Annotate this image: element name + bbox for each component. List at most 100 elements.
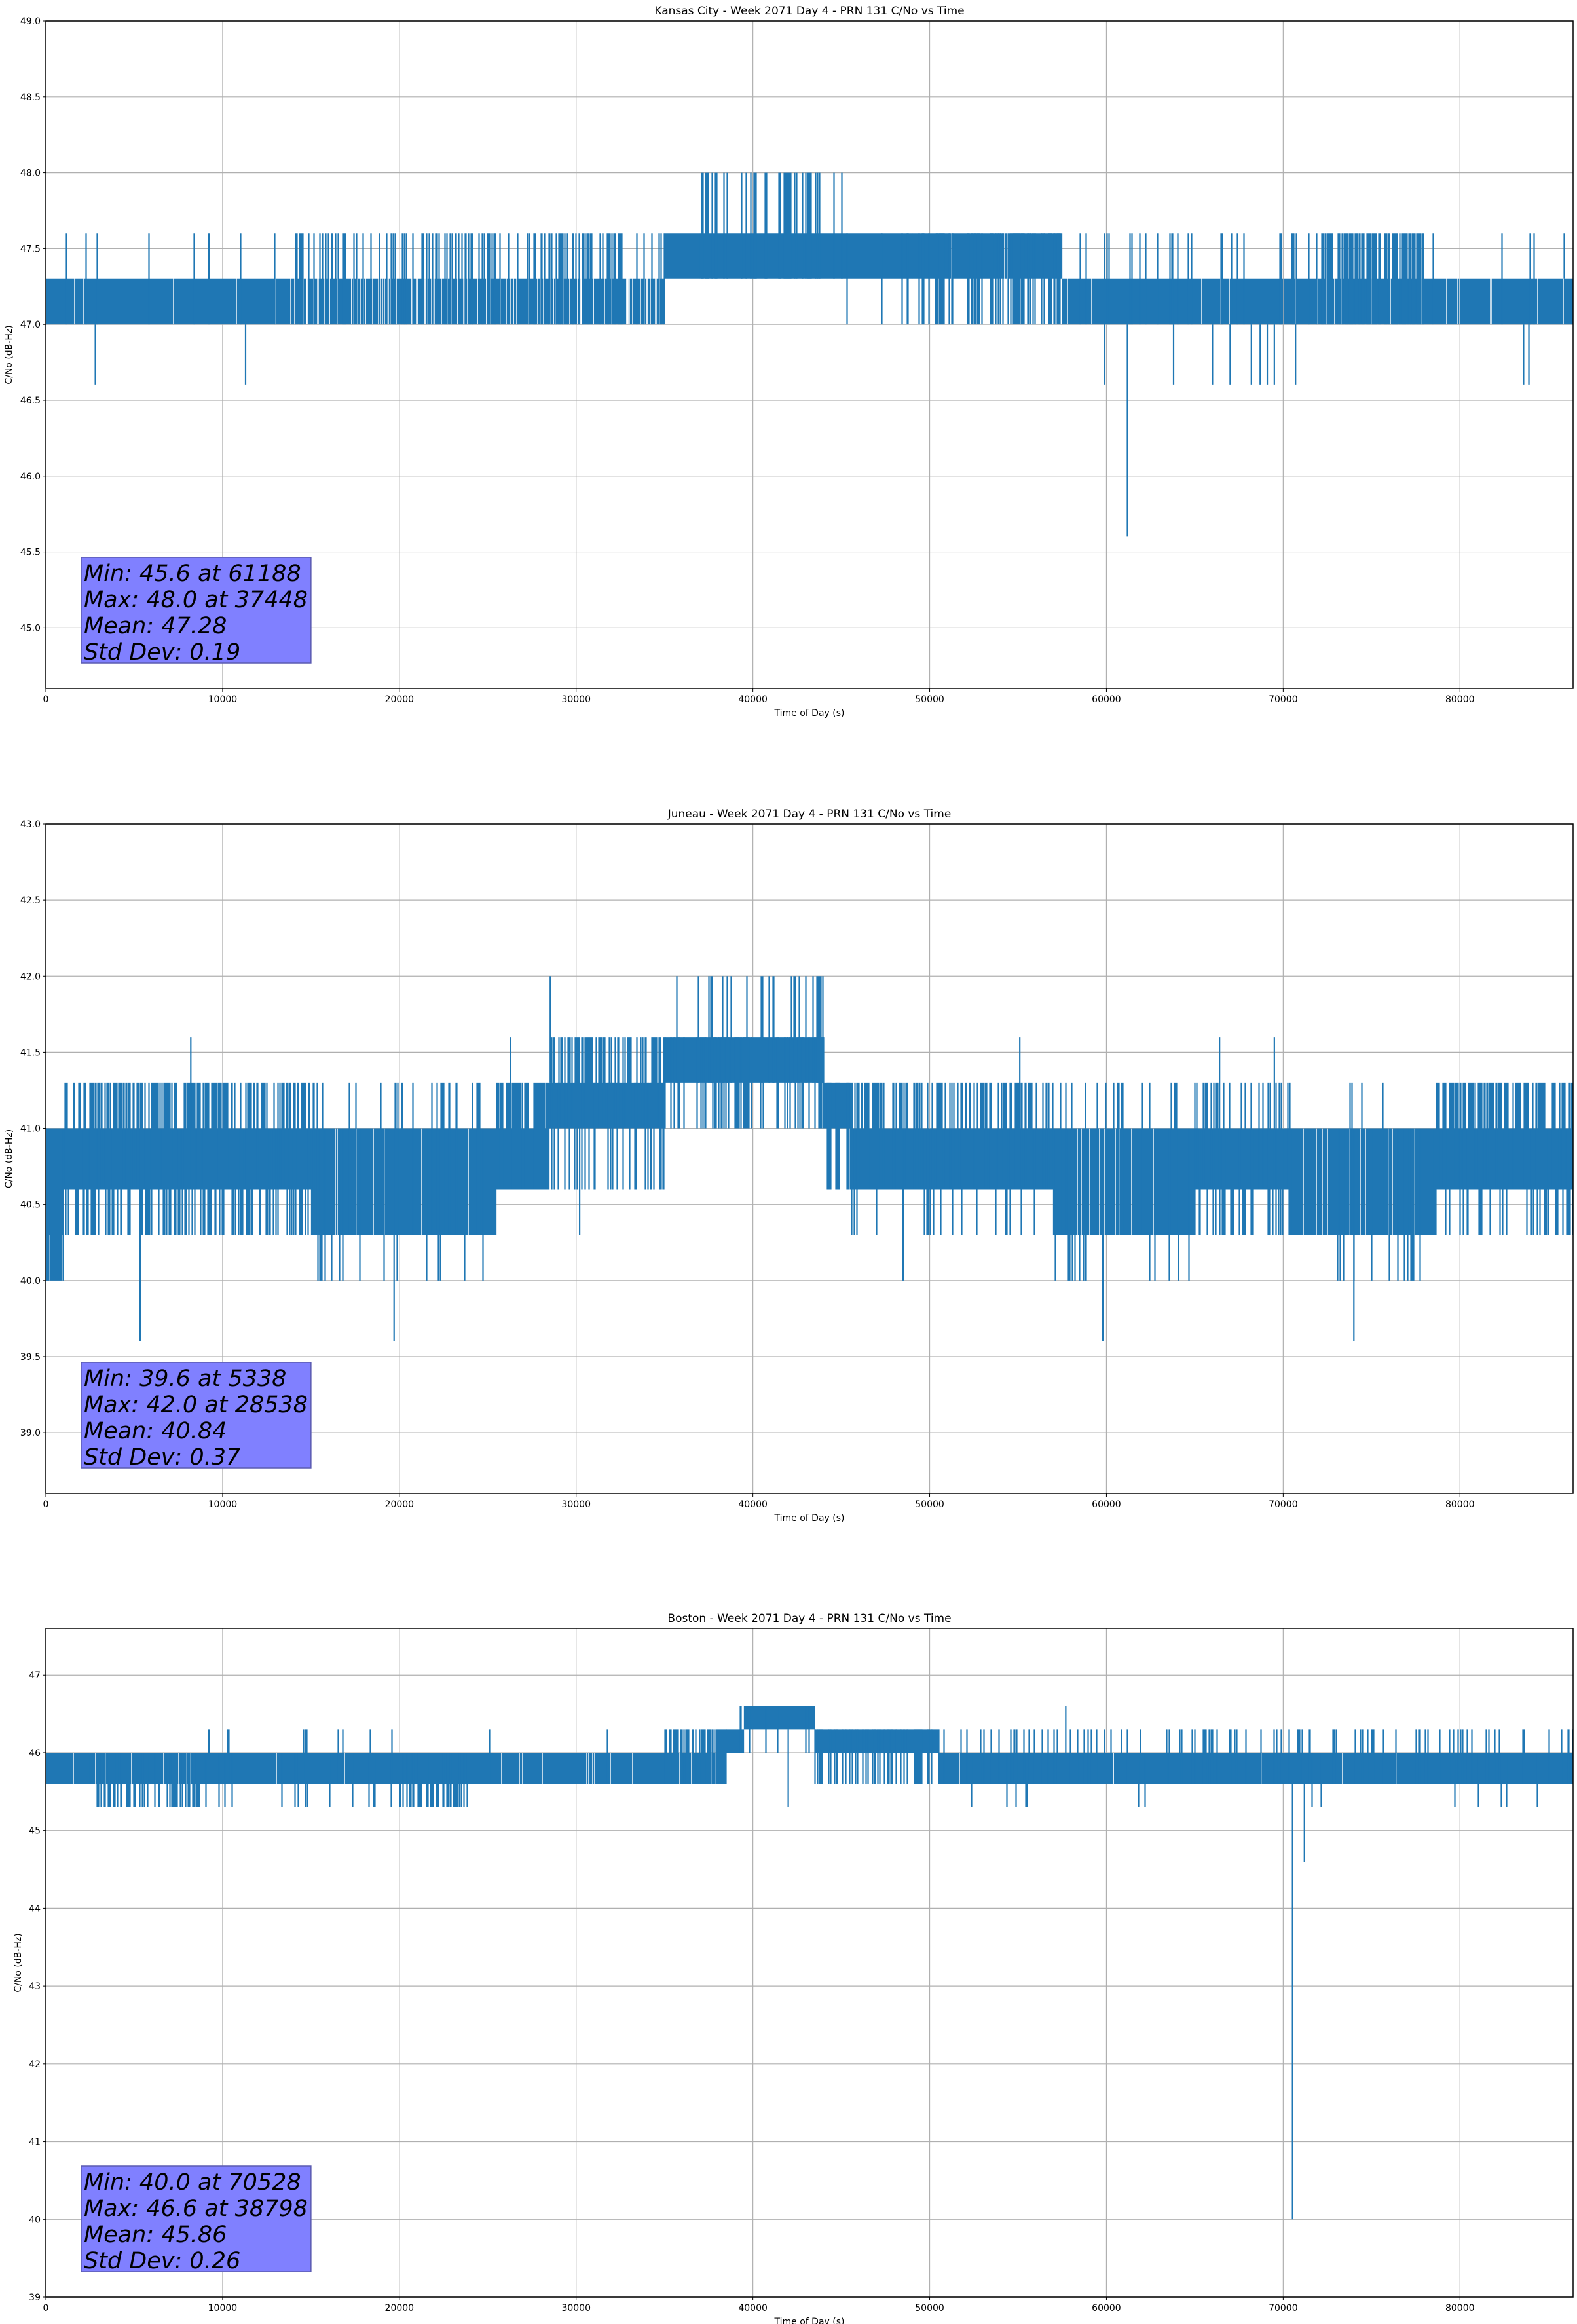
series-band-segment-5 bbox=[470, 1752, 665, 1784]
stats-mean: Mean: 45.86 bbox=[84, 2222, 227, 2248]
stats-max: Max: 46.6 at 38798 bbox=[84, 2196, 308, 2222]
y-tick-label: 47.0 bbox=[20, 320, 41, 330]
y-tick-label: 46 bbox=[29, 1748, 41, 1759]
subplot-3: 0 10000 20000 30000 40000 50000 60000 70000 8000… bbox=[13, 1612, 1574, 2324]
series-band-segment-3 bbox=[664, 233, 701, 279]
x-tick-label: 60000 bbox=[1092, 1499, 1121, 1510]
axes-frame bbox=[45, 20, 1574, 689]
y-axis-label: C/No (dB-Hz) bbox=[4, 1129, 14, 1188]
x-tick-label: 50000 bbox=[915, 1499, 944, 1510]
x-tick-label: 10000 bbox=[208, 694, 238, 705]
x-tick-label: 50000 bbox=[915, 2303, 944, 2314]
chart-title: Boston - Week 2071 Day 4 - PRN 131 C/No … bbox=[667, 1612, 951, 1625]
stats-mean: Mean: 40.84 bbox=[84, 1418, 227, 1444]
chart-title: Juneau - Week 2071 Day 4 - PRN 131 C/No … bbox=[667, 808, 952, 821]
axes-frame bbox=[45, 1628, 1574, 2298]
x-tick-label: 0 bbox=[43, 694, 49, 705]
series-spikes-segment-3 bbox=[312, 1082, 484, 1281]
y-tick-label: 49.0 bbox=[20, 16, 41, 27]
x-tick-label: 80000 bbox=[1445, 1499, 1475, 1510]
stats-std: Std Dev: 0.19 bbox=[84, 639, 240, 665]
series-spikes-segment-6 bbox=[664, 976, 825, 1129]
y-tick-label: 40.5 bbox=[20, 1200, 41, 1210]
stats-box-background bbox=[81, 1362, 312, 1469]
series-spikes-segment-12 bbox=[1434, 1082, 1573, 1235]
series-band-segment-1 bbox=[46, 1752, 90, 1784]
series-band-segment-8 bbox=[1318, 278, 1425, 325]
y-tick-label: 44 bbox=[29, 1903, 41, 1914]
stats-min: Min: 40.0 at 70528 bbox=[84, 2169, 301, 2196]
x-tick-label: 40000 bbox=[738, 1499, 768, 1510]
x-tick-label: 30000 bbox=[561, 694, 591, 705]
x-tick-label: 80000 bbox=[1445, 694, 1475, 705]
series-spikes-segment-7 bbox=[1079, 233, 1318, 325]
y-tick-label: 43.0 bbox=[20, 819, 41, 830]
stats-std: Std Dev: 0.37 bbox=[84, 1444, 240, 1471]
x-tick-label: 0 bbox=[43, 2303, 49, 2314]
subplot-1: 0 10000 20000 30000 40000 50000 60000 70000 8000… bbox=[4, 5, 1574, 719]
series-spikes-segment-6 bbox=[664, 1729, 727, 1784]
x-tick-label: 10000 bbox=[208, 2303, 238, 2314]
x-axis-label: Time of Day (s) bbox=[774, 708, 845, 719]
y-tick-label: 43 bbox=[29, 1981, 41, 1992]
y-tick-label: 39.0 bbox=[20, 1428, 41, 1438]
subplot-2: 0 10000 20000 30000 40000 50000 60000 70000 8000… bbox=[4, 808, 1574, 1524]
stats-std: Std Dev: 0.26 bbox=[84, 2248, 240, 2274]
series-spikes-segment-4 bbox=[496, 1082, 549, 1190]
series-spikes-segment-10 bbox=[938, 1729, 1573, 1808]
y-tick-label: 42 bbox=[29, 2059, 41, 2070]
x-tick-label: 60000 bbox=[1092, 694, 1121, 705]
y-axis-label: C/No (dB-Hz) bbox=[4, 325, 14, 384]
y-tick-label: 39.5 bbox=[20, 1352, 41, 1362]
y-tick-label: 41 bbox=[29, 2137, 41, 2148]
series-band-segment-8 bbox=[743, 1706, 815, 1730]
x-tick-label: 10000 bbox=[208, 1499, 238, 1510]
x-tick-label: 60000 bbox=[1092, 2303, 1121, 2314]
x-tick-label: 70000 bbox=[1269, 694, 1298, 705]
series-spikes-segment-9 bbox=[1432, 233, 1535, 325]
x-tick-label: 70000 bbox=[1269, 1499, 1298, 1510]
y-tick-label: 42.5 bbox=[20, 895, 41, 906]
chart-title: Kansas City - Week 2071 Day 4 - PRN 131 … bbox=[654, 5, 964, 18]
series-spikes-segment-1 bbox=[65, 233, 276, 325]
stats-min: Min: 39.6 at 5338 bbox=[84, 1366, 286, 1392]
x-axis-label: Time of Day (s) bbox=[774, 2317, 845, 2324]
x-tick-label: 0 bbox=[43, 1499, 49, 1510]
series-spikes-segment-5 bbox=[489, 1729, 608, 1784]
stats-box-background bbox=[81, 2165, 312, 2272]
x-tick-label: 20000 bbox=[385, 1499, 415, 1510]
y-tick-label: 45 bbox=[29, 1826, 41, 1837]
y-tick-label: 47.5 bbox=[20, 244, 41, 254]
stats-min: Min: 45.6 at 61188 bbox=[84, 561, 301, 587]
series-spikes-segment-8 bbox=[849, 1082, 1054, 1235]
x-tick-label: 70000 bbox=[1269, 2303, 1298, 2314]
series-spikes-segment-2 bbox=[295, 233, 665, 325]
stats-max: Max: 42.0 at 28538 bbox=[84, 1392, 308, 1418]
series-spikes-segment-2 bbox=[96, 1752, 200, 1808]
y-tick-label: 46.0 bbox=[20, 472, 41, 482]
x-tick-label: 40000 bbox=[738, 2303, 768, 2314]
x-tick-label: 40000 bbox=[738, 694, 768, 705]
y-tick-label: 47 bbox=[29, 1670, 41, 1681]
y-axis-label: C/No (dB-Hz) bbox=[13, 1933, 24, 1992]
series-spikes-segment-10 bbox=[1194, 1082, 1293, 1235]
series-spikes-segment-1 bbox=[46, 1128, 64, 1281]
x-tick-label: 30000 bbox=[561, 1499, 591, 1510]
series-spikes-segment-3 bbox=[205, 1729, 393, 1808]
series-spikes-segment-4 bbox=[399, 1752, 468, 1808]
y-tick-label: 45.0 bbox=[20, 623, 41, 633]
series-group bbox=[46, 1706, 1573, 2220]
series-spikes-segment-8 bbox=[1321, 233, 1424, 325]
series-band-segment-9 bbox=[1424, 278, 1573, 325]
series-group bbox=[46, 976, 1573, 1341]
series-spikes-segment-5 bbox=[841, 172, 909, 325]
y-tick-label: 41.5 bbox=[20, 1047, 41, 1058]
x-tick-label: 20000 bbox=[385, 2303, 415, 2314]
x-tick-label: 80000 bbox=[1445, 2303, 1475, 2314]
y-tick-label: 39 bbox=[29, 2293, 41, 2303]
y-tick-label: 48.0 bbox=[20, 168, 41, 179]
stats-mean: Mean: 47.28 bbox=[84, 613, 227, 639]
